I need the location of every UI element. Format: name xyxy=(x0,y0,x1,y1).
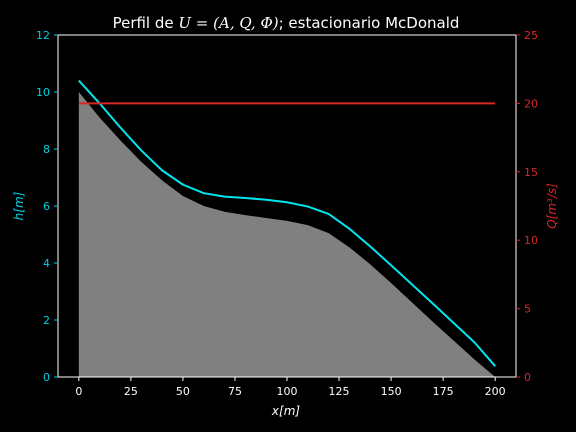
x-tick-label: 75 xyxy=(228,385,242,398)
chart-title: Perfil de U = (A, Q, Φ); estacionario Mc… xyxy=(113,14,460,32)
x-tick-label: 100 xyxy=(277,385,298,398)
left-y-tick-label: 2 xyxy=(43,314,50,327)
right-y-tick-label: 0 xyxy=(524,371,531,384)
right-y-axis-ticks: 0 5 10 15 20 25 xyxy=(516,29,538,384)
right-y-tick-label: 15 xyxy=(524,166,538,179)
x-axis-label: x[m] xyxy=(271,404,300,418)
right-y-tick-label: 10 xyxy=(524,234,538,247)
left-y-axis-label: h[m] xyxy=(12,191,26,220)
water-depth-line xyxy=(78,79,496,367)
x-tick-label: 125 xyxy=(329,385,350,398)
x-tick-label: 200 xyxy=(485,385,506,398)
right-y-tick-label: 5 xyxy=(524,303,531,316)
left-y-tick-label: 4 xyxy=(43,257,50,270)
left-y-tick-label: 0 xyxy=(43,371,50,384)
x-tick-label: 25 xyxy=(124,385,138,398)
x-tick-label: 50 xyxy=(176,385,190,398)
right-y-tick-label: 25 xyxy=(524,29,538,42)
plot-layer xyxy=(78,79,496,377)
left-y-axis-ticks: 0 2 4 6 8 10 12 xyxy=(36,29,58,384)
left-y-tick-label: 8 xyxy=(43,143,50,156)
right-y-tick-label: 20 xyxy=(524,97,538,110)
x-axis-ticks: 0 25 50 75 100 125 150 175 200 xyxy=(75,377,506,398)
x-tick-label: 0 xyxy=(75,385,82,398)
left-y-tick-label: 10 xyxy=(36,86,50,99)
x-tick-label: 150 xyxy=(381,385,402,398)
x-tick-label: 175 xyxy=(433,385,454,398)
left-y-tick-label: 12 xyxy=(36,29,50,42)
left-y-tick-label: 6 xyxy=(43,200,50,213)
bed-profile-area xyxy=(78,92,496,377)
right-y-axis-label: Q[m³/s] xyxy=(545,183,559,229)
